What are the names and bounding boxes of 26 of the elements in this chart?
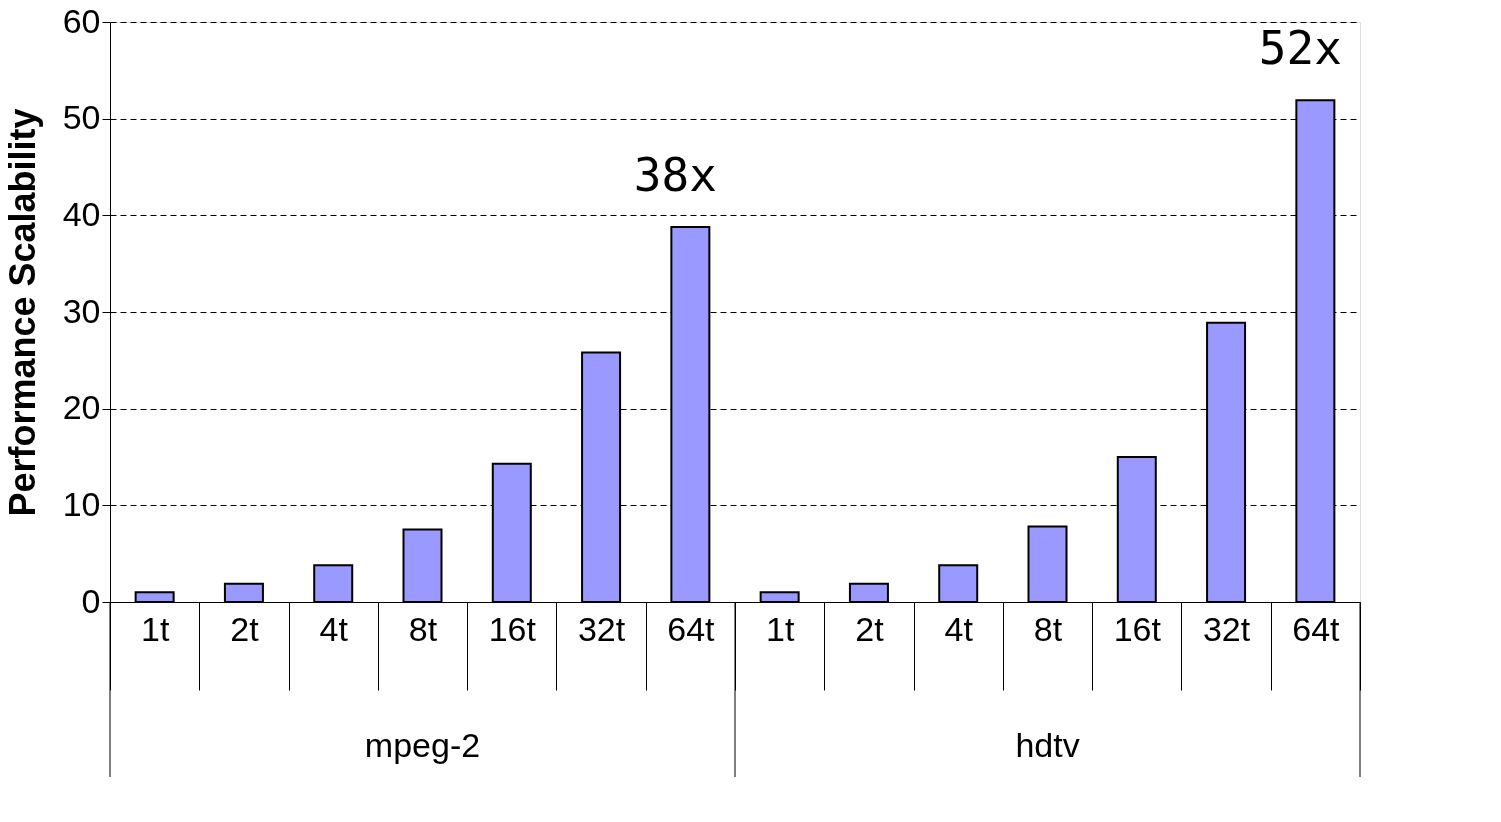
x-tick-label: 1t: [140, 609, 170, 648]
y-tick-label: 20: [62, 388, 101, 427]
x-tick-label: 32t: [577, 609, 626, 648]
x-tick-label: 32t: [1202, 609, 1251, 648]
y-axis-title: Performance Scalability: [1, 108, 43, 517]
x-tick-label: 8t: [408, 609, 438, 648]
x-tick-label: 4t: [319, 609, 349, 648]
x-tick-label: 2t: [230, 609, 260, 648]
annotation: 38x: [633, 147, 717, 202]
annotation: 52x: [1258, 21, 1342, 76]
y-tick-label: 60: [62, 1, 101, 40]
x-tick-label: 8t: [1033, 609, 1063, 648]
y-tick-label: 0: [81, 581, 101, 620]
x-tick-label: 64t: [1292, 609, 1341, 648]
x-tick-label: 16t: [488, 609, 537, 648]
y-tick-label: 10: [62, 484, 101, 523]
x-tick-label: 64t: [667, 609, 716, 648]
x-tick-label: 1t: [765, 609, 795, 648]
text: hdtv: [1015, 726, 1080, 764]
x-tick-label: 2t: [855, 609, 885, 648]
text: mpeg-2: [364, 726, 481, 764]
x-tick-label: 16t: [1113, 609, 1162, 648]
y-tick-label: 50: [62, 98, 101, 137]
y-tick-label: 30: [62, 291, 101, 330]
x-tick-label: 4t: [944, 609, 974, 648]
y-tick-label: 40: [62, 194, 101, 233]
